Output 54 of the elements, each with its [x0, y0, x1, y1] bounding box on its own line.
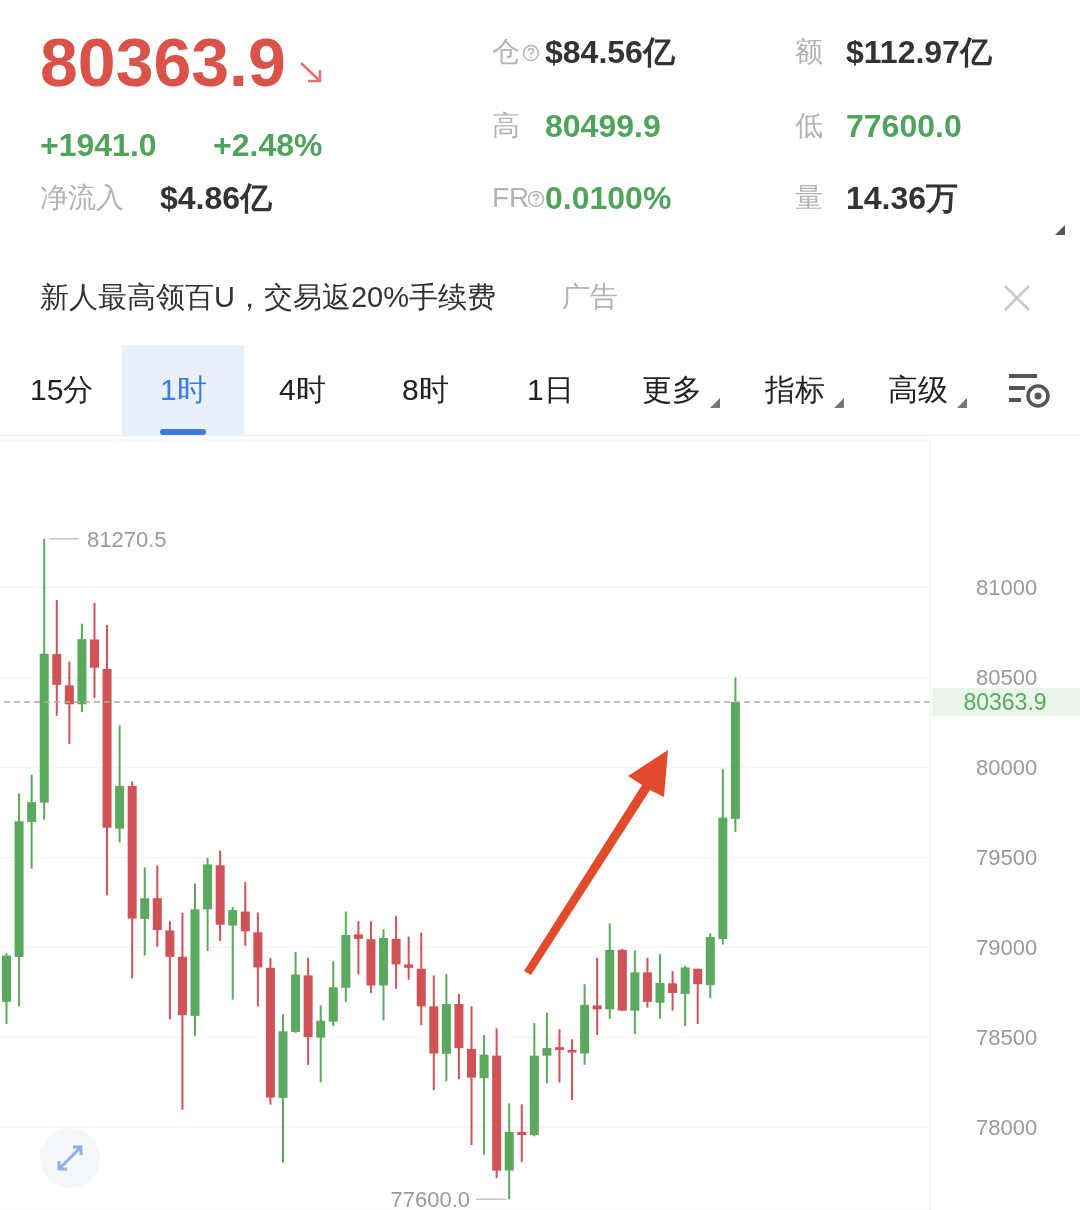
- candlestick: [240, 881, 250, 947]
- y-tick-label: 78000: [976, 1115, 1038, 1141]
- candlestick: [693, 967, 703, 1025]
- candlestick: [668, 970, 678, 1012]
- text: 8时: [402, 373, 449, 406]
- text: 77600.0: [846, 108, 962, 144]
- text: $112.97亿: [846, 34, 992, 70]
- candlestick: [64, 660, 74, 746]
- text: 4时: [279, 373, 326, 406]
- candlestick: [554, 1028, 564, 1084]
- annotation: 77600.0: [390, 1187, 470, 1210]
- annotation: 81270.5: [86, 526, 167, 552]
- text: 指标: [765, 373, 825, 406]
- text: $4.86亿: [160, 180, 273, 216]
- text: 高级: [888, 373, 948, 406]
- text: 高: [492, 110, 520, 141]
- text: 1日: [527, 373, 574, 406]
- ref-line-label: 80363.9: [963, 688, 1047, 715]
- y-tick-label: 78500: [976, 1025, 1038, 1051]
- text: 仓: [492, 36, 520, 67]
- text: 新人最高领百U，交易返20%手续费: [40, 280, 496, 313]
- text: $84.56亿: [545, 34, 675, 70]
- text: 14.36万: [846, 180, 959, 216]
- text: 低: [795, 110, 823, 141]
- text: 80499.9: [545, 108, 661, 144]
- text: FR: [492, 182, 530, 213]
- candlestick: [517, 1103, 527, 1163]
- candlestick: [655, 953, 665, 1020]
- y-tick-label: 81000: [976, 575, 1038, 601]
- candlestick: [140, 866, 150, 957]
- y-tick-label: 80000: [976, 755, 1038, 781]
- text: 额: [795, 36, 823, 67]
- y-tick-label: 80500: [976, 665, 1038, 691]
- candlestick: [567, 1038, 577, 1102]
- text: +2.48%: [213, 127, 323, 163]
- candlestick: [592, 956, 602, 1036]
- candlestick: [228, 906, 238, 1001]
- y-tick-label: 79000: [976, 935, 1038, 961]
- text: 0.0100%: [545, 180, 672, 216]
- candlestick: [353, 920, 363, 976]
- text: 更多: [642, 373, 702, 406]
- candlestick: [316, 1004, 326, 1084]
- text: 广告: [562, 281, 618, 312]
- candlestick: [27, 773, 37, 870]
- candlestick: [404, 935, 414, 981]
- text: 1时: [160, 373, 207, 406]
- text: 15分: [30, 373, 94, 406]
- candlestick: [479, 1033, 489, 1156]
- text: 净流入: [40, 182, 124, 213]
- candlestick: [542, 1011, 552, 1085]
- text: +1941.0: [40, 127, 157, 163]
- chart-title: 80363.9: [40, 24, 286, 100]
- text: 量: [795, 182, 823, 213]
- y-tick-label: 79500: [976, 845, 1038, 871]
